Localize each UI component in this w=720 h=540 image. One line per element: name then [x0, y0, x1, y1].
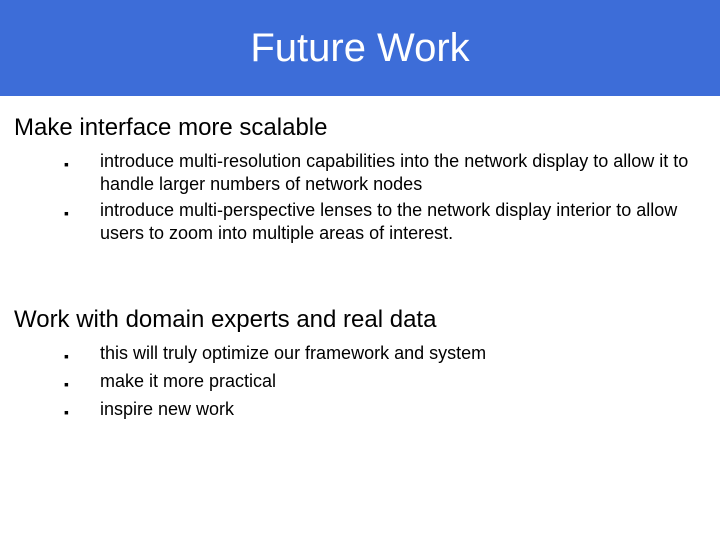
bullet-text: make it more practical [100, 370, 700, 393]
list-item: ▪ introduce multi-perspective lenses to … [64, 199, 700, 246]
bullet-icon: ▪ [64, 150, 100, 176]
list-item: ▪ this will truly optimize our framework… [64, 342, 700, 368]
bullet-text: inspire new work [100, 398, 700, 421]
bullet-icon: ▪ [64, 199, 100, 225]
list-item: ▪ make it more practical [64, 370, 700, 396]
bullet-text: this will truly optimize our framework a… [100, 342, 700, 365]
bullet-text: introduce multi-perspective lenses to th… [100, 199, 700, 246]
section-heading: Make interface more scalable [14, 114, 700, 142]
section-heading: Work with domain experts and real data [14, 306, 700, 334]
bullet-icon: ▪ [64, 342, 100, 368]
bullet-list: ▪ introduce multi-resolution capabilitie… [14, 150, 700, 246]
bullet-list: ▪ this will truly optimize our framework… [14, 342, 700, 424]
slide-title: Future Work [250, 26, 469, 71]
bullet-icon: ▪ [64, 398, 100, 424]
bullet-icon: ▪ [64, 370, 100, 396]
list-item: ▪ inspire new work [64, 398, 700, 424]
slide-content: Make interface more scalable ▪ introduce… [0, 96, 720, 424]
list-item: ▪ introduce multi-resolution capabilitie… [64, 150, 700, 197]
bullet-text: introduce multi-resolution capabilities … [100, 150, 700, 197]
title-bar: Future Work [0, 0, 720, 96]
